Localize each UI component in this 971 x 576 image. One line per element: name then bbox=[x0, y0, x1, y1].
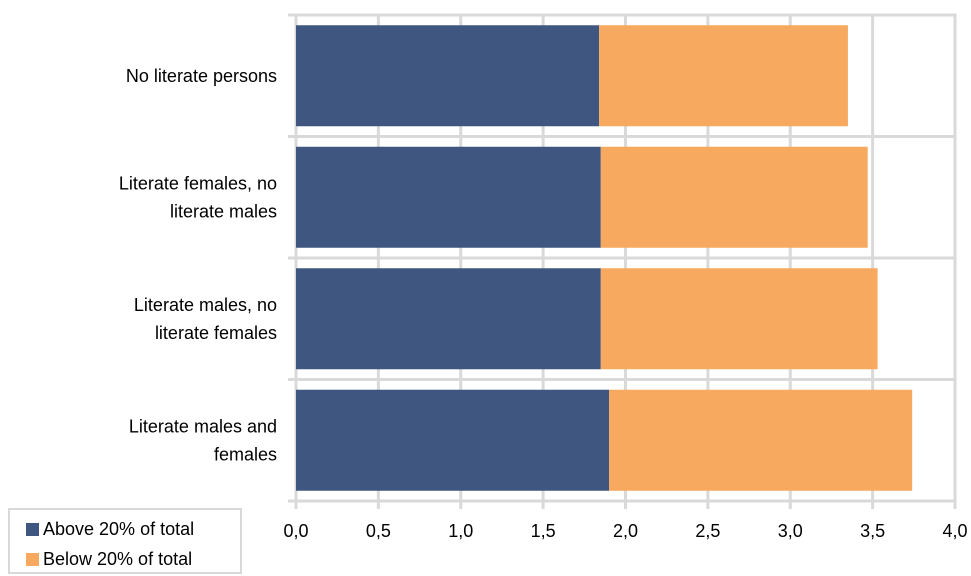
category-label-line: Literate females, no bbox=[119, 173, 277, 193]
category-label-line: literate females bbox=[155, 323, 277, 343]
category-labels: No literate persons Literate females, no l… bbox=[119, 66, 277, 465]
legend-label-below: Below 20% of total bbox=[43, 548, 193, 569]
legend-swatch-below bbox=[26, 552, 39, 566]
category-label-line: Literate males, no bbox=[134, 295, 277, 315]
category-label: Literate females, no literate males bbox=[119, 173, 277, 221]
category-label: Literate males and females bbox=[129, 416, 277, 464]
category-label-line: No literate persons bbox=[126, 66, 277, 86]
legend-label-above: Above 20% of total bbox=[43, 518, 195, 539]
x-tick-label: 1,5 bbox=[531, 521, 556, 541]
bar-above-3 bbox=[296, 389, 610, 491]
category-label-line: literate males bbox=[170, 201, 277, 221]
legend-swatch-above bbox=[26, 522, 39, 536]
legend-item-above: Above 20% of total bbox=[26, 516, 194, 542]
bar-below-3 bbox=[609, 389, 913, 491]
category-label: No literate persons bbox=[126, 66, 277, 86]
x-tick-label: 3,5 bbox=[860, 521, 885, 541]
bars bbox=[296, 25, 913, 491]
category-label-line: Literate males and bbox=[129, 416, 277, 436]
bar-below-0 bbox=[599, 25, 848, 127]
x-tick-labels: 0,0 0,5 1,0 1,5 2,0 2,5 3,0 3,5 4,0 bbox=[283, 521, 967, 541]
x-tick-label: 0,0 bbox=[283, 521, 308, 541]
x-tick-label: 2,0 bbox=[613, 521, 638, 541]
bar-below-2 bbox=[600, 268, 878, 370]
x-tick-label: 0,5 bbox=[366, 521, 391, 541]
category-label-line: females bbox=[214, 444, 277, 464]
bar-above-2 bbox=[296, 268, 601, 370]
legend: Above 20% of total Below 20% of total bbox=[8, 508, 242, 574]
bar-above-1 bbox=[296, 146, 601, 248]
x-tick-label: 2,5 bbox=[695, 521, 720, 541]
legend-item-below: Below 20% of total bbox=[26, 546, 192, 572]
category-label: Literate males, no literate females bbox=[134, 295, 277, 343]
bar-below-1 bbox=[600, 146, 868, 248]
x-tick-label: 1,0 bbox=[448, 521, 473, 541]
bar-above-0 bbox=[296, 25, 600, 127]
x-tick-label: 3,0 bbox=[778, 521, 803, 541]
x-tick-label: 4,0 bbox=[942, 521, 967, 541]
